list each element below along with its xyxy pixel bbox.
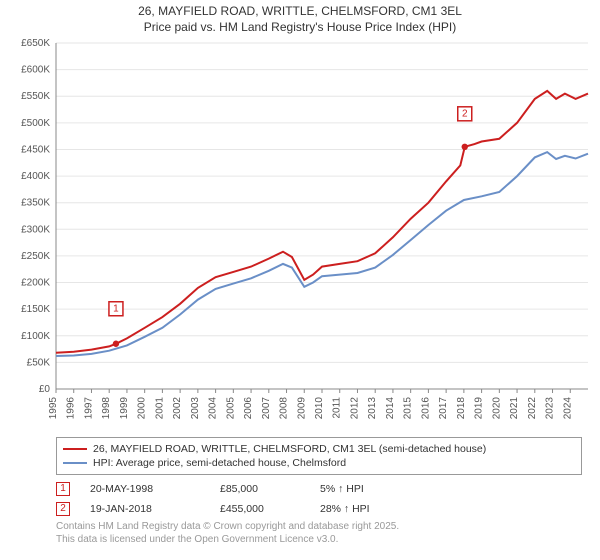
y-tick-label: £600K xyxy=(21,65,50,76)
x-tick-label: 2014 xyxy=(385,397,396,420)
event-price: £85,000 xyxy=(220,483,300,495)
x-tick-label: 1996 xyxy=(66,397,77,420)
event-row-marker: 2 xyxy=(56,502,70,516)
event-note: 28% ↑ HPI xyxy=(320,503,410,515)
legend-swatch xyxy=(63,462,87,464)
attribution: Contains HM Land Registry data © Crown c… xyxy=(56,521,582,546)
title-line-1: 26, MAYFIELD ROAD, WRITTLE, CHELMSFORD, … xyxy=(0,4,600,20)
x-tick-label: 2016 xyxy=(420,397,431,420)
legend-swatch xyxy=(63,448,87,450)
title-line-2: Price paid vs. HM Land Registry's House … xyxy=(0,20,600,36)
x-tick-label: 2000 xyxy=(137,397,148,420)
x-tick-label: 2015 xyxy=(403,397,414,420)
x-tick-label: 2006 xyxy=(243,397,254,420)
x-tick-label: 2022 xyxy=(527,397,538,420)
y-tick-label: £250K xyxy=(21,251,50,262)
y-tick-label: £200K xyxy=(21,278,50,289)
event-marker-label-2: 2 xyxy=(462,108,468,119)
title-block: 26, MAYFIELD ROAD, WRITTLE, CHELMSFORD, … xyxy=(0,0,600,37)
x-tick-label: 1998 xyxy=(101,397,112,420)
x-tick-label: 1997 xyxy=(83,397,94,420)
event-price: £455,000 xyxy=(220,503,300,515)
event-point-1 xyxy=(113,341,119,347)
x-tick-label: 2002 xyxy=(172,397,183,420)
x-tick-label: 2003 xyxy=(190,397,201,420)
x-tick-label: 2023 xyxy=(545,397,556,420)
x-tick-label: 2024 xyxy=(562,397,573,420)
x-tick-label: 2010 xyxy=(314,397,325,420)
y-tick-label: £500K xyxy=(21,118,50,129)
x-tick-label: 2017 xyxy=(438,397,449,420)
x-tick-label: 2004 xyxy=(208,397,219,420)
attribution-line-2: This data is licensed under the Open Gov… xyxy=(56,534,582,547)
event-note: 5% ↑ HPI xyxy=(320,483,410,495)
y-tick-label: £550K xyxy=(21,91,50,102)
x-tick-label: 2020 xyxy=(491,397,502,420)
x-tick-label: 1995 xyxy=(48,397,59,420)
x-tick-label: 2011 xyxy=(332,397,343,419)
chart-container: 26, MAYFIELD ROAD, WRITTLE, CHELMSFORD, … xyxy=(0,0,600,560)
x-tick-label: 2018 xyxy=(456,397,467,420)
event-date: 19-JAN-2018 xyxy=(90,503,200,515)
x-tick-label: 1999 xyxy=(119,397,130,420)
y-tick-label: £300K xyxy=(21,224,50,235)
legend-item: 26, MAYFIELD ROAD, WRITTLE, CHELMSFORD, … xyxy=(63,442,575,456)
event-marker-label-1: 1 xyxy=(113,303,119,314)
chart-area: £0 £50K £100K £150K £200K £250K £300K £350K £400… xyxy=(0,37,600,435)
x-tick-label: 2012 xyxy=(349,397,360,420)
x-tick-label: 2001 xyxy=(154,397,165,420)
legend-label: 26, MAYFIELD ROAD, WRITTLE, CHELMSFORD, … xyxy=(93,443,486,455)
y-tick-label: £400K xyxy=(21,171,50,182)
x-tick-label: 2008 xyxy=(279,397,290,420)
legend: 26, MAYFIELD ROAD, WRITTLE, CHELMSFORD, … xyxy=(56,437,582,475)
attribution-line-1: Contains HM Land Registry data © Crown c… xyxy=(56,521,582,534)
x-tick-label: 2021 xyxy=(509,397,520,420)
x-tick-label: 2009 xyxy=(296,397,307,420)
x-tick-label: 2019 xyxy=(474,397,485,420)
event-row: 1 20-MAY-1998 £85,000 5% ↑ HPI xyxy=(56,479,582,499)
y-tick-label: £350K xyxy=(21,198,50,209)
y-tick-label: £150K xyxy=(21,304,50,315)
event-point-2 xyxy=(462,144,468,150)
event-date: 20-MAY-1998 xyxy=(90,483,200,495)
chart-svg: £0 £50K £100K £150K £200K £250K £300K £350K £400… xyxy=(0,37,600,435)
y-tick-label: £0 xyxy=(39,384,51,395)
y-tick-label: £450K xyxy=(21,145,50,156)
x-tick-label: 2007 xyxy=(261,397,272,420)
x-tick-label: 2013 xyxy=(367,397,378,420)
legend-item: HPI: Average price, semi-detached house,… xyxy=(63,456,575,470)
event-list: 1 20-MAY-1998 £85,000 5% ↑ HPI 2 19-JAN-2018 £… xyxy=(56,479,582,519)
legend-label: HPI: Average price, semi-detached house,… xyxy=(93,457,346,469)
x-tick-label: 2005 xyxy=(225,397,236,420)
series-hpi xyxy=(56,152,588,356)
event-row-marker: 1 xyxy=(56,482,70,496)
y-tick-label: £100K xyxy=(21,331,50,342)
series-price_paid xyxy=(56,91,588,353)
event-row: 2 19-JAN-2018 £455,000 28% ↑ HPI xyxy=(56,499,582,519)
y-tick-label: £50K xyxy=(27,358,51,369)
y-tick-label: £650K xyxy=(21,38,50,49)
